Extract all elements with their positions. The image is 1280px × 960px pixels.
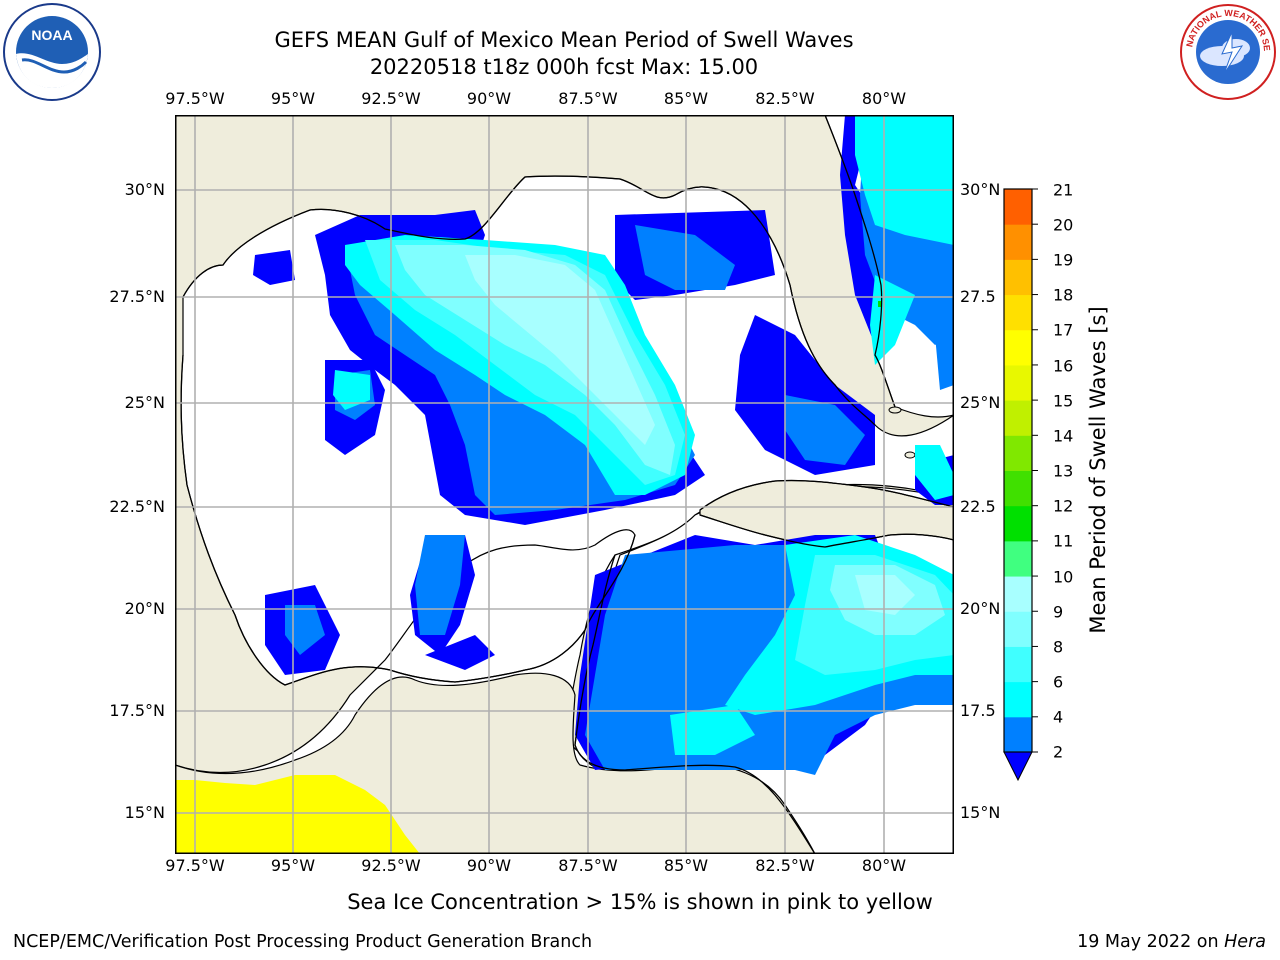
colorbar-tick: 13: [1053, 461, 1074, 481]
colorbar-tick: 8: [1053, 637, 1064, 657]
map-title: GEFS MEAN Gulf of Mexico Mean Period of …: [274, 28, 854, 52]
lon-label-bottom: 85°W: [663, 856, 709, 875]
noaa-logo: NOAA: [3, 3, 101, 101]
colorbar-tick: 18: [1053, 285, 1074, 305]
lat-label-right: 30°N: [960, 180, 1001, 199]
colorbar-segment: [1004, 576, 1032, 612]
lon-label-bottom: 90°W: [466, 856, 512, 875]
colorbar-tick: 15: [1053, 391, 1074, 411]
colorbar-tick: 17: [1053, 320, 1074, 340]
lat-label-left: 25°N: [124, 393, 165, 412]
colorbar-tick: 14: [1053, 426, 1074, 446]
colorbar-tick: 16: [1053, 356, 1074, 376]
colorbar-tick: 9: [1053, 602, 1064, 622]
footer-machine: Hera: [1224, 932, 1266, 952]
colorbar-segment: [1004, 294, 1032, 331]
colorbar-segment: [1004, 224, 1032, 260]
gulf-of-mexico-map: [175, 115, 954, 854]
footer-date: 19 May 2022 on Hera: [1077, 932, 1266, 952]
lat-label-left: 27.5°N: [109, 287, 165, 306]
lon-label-top: 97.5°W: [165, 89, 225, 108]
colorbar-segment: [1004, 329, 1032, 366]
lon-label-top: 92.5°W: [361, 89, 421, 108]
colorbar-tick: 4: [1053, 707, 1064, 727]
lat-label-left: 30°N: [124, 180, 165, 199]
colorbar-label: Mean Period of Swell Waves [s]: [1086, 306, 1110, 634]
graticule: [175, 115, 954, 854]
noaa-logo-text: NOAA: [31, 27, 72, 43]
colorbar-tick: 6: [1053, 672, 1064, 692]
lon-label-top: 80°W: [861, 89, 907, 108]
lat-label-right: 22.5: [960, 497, 996, 516]
colorbar-segment: [1004, 540, 1032, 577]
footer-date-text: 19 May 2022 on: [1077, 932, 1225, 952]
lat-label-left: 20°N: [124, 599, 165, 618]
colorbar-segment: [1004, 435, 1032, 471]
lon-label-top: 85°W: [663, 89, 709, 108]
colorbar-tick: 12: [1053, 496, 1074, 516]
colorbar: [1003, 188, 1038, 782]
colorbar-tick: 10: [1053, 567, 1074, 587]
colorbar-segment: [1004, 259, 1032, 296]
colorbar-segment: [1004, 681, 1032, 718]
colorbar-segment: [1004, 611, 1032, 647]
lon-label-bottom: 92.5°W: [361, 856, 421, 875]
nws-logo: NATIONAL WEATHER SERVICE: [1178, 2, 1276, 100]
colorbar-segment: [1004, 505, 1032, 542]
lat-label-right: 17.5: [960, 701, 996, 720]
colorbar-tick: 20: [1053, 215, 1074, 235]
colorbar-tick: 19: [1053, 250, 1074, 270]
sea-ice-note: Sea Ice Concentration > 15% is shown in …: [347, 890, 933, 914]
lon-label-top: 90°W: [466, 89, 512, 108]
lon-label-top: 82.5°W: [755, 89, 815, 108]
colorbar-segment: [1004, 646, 1032, 683]
colorbar-segment: [1004, 400, 1032, 436]
lat-label-left: 15°N: [124, 803, 165, 822]
colorbar-under-arrow: [1003, 751, 1033, 782]
lat-label-right: 20°N: [960, 599, 1001, 618]
colorbar-segment: [1004, 470, 1032, 507]
lon-label-top: 95°W: [270, 89, 316, 108]
lat-label-right: 15°N: [960, 803, 1001, 822]
lon-label-bottom: 87.5°W: [558, 856, 618, 875]
lat-label-left: 17.5°N: [109, 701, 165, 720]
lat-label-left: 22.5°N: [109, 497, 165, 516]
colorbar-segment: [1004, 364, 1032, 401]
colorbar-tick: 2: [1053, 742, 1064, 762]
lon-label-bottom: 80°W: [861, 856, 907, 875]
lon-label-bottom: 82.5°W: [755, 856, 815, 875]
colorbar-tick: 21: [1053, 180, 1074, 200]
lon-label-bottom: 97.5°W: [165, 856, 225, 875]
colorbar-tick: 11: [1053, 531, 1074, 551]
colorbar-segment: [1004, 189, 1032, 225]
lon-label-bottom: 95°W: [270, 856, 316, 875]
map-subtitle: 20220518 t18z 000h fcst Max: 15.00: [369, 55, 759, 79]
lat-label-right: 25°N: [960, 393, 1001, 412]
lon-label-top: 87.5°W: [558, 89, 618, 108]
footer-credit: NCEP/EMC/Verification Post Processing Pr…: [13, 932, 593, 952]
lat-label-right: 27.5: [960, 287, 996, 306]
colorbar-segment: [1004, 716, 1032, 753]
